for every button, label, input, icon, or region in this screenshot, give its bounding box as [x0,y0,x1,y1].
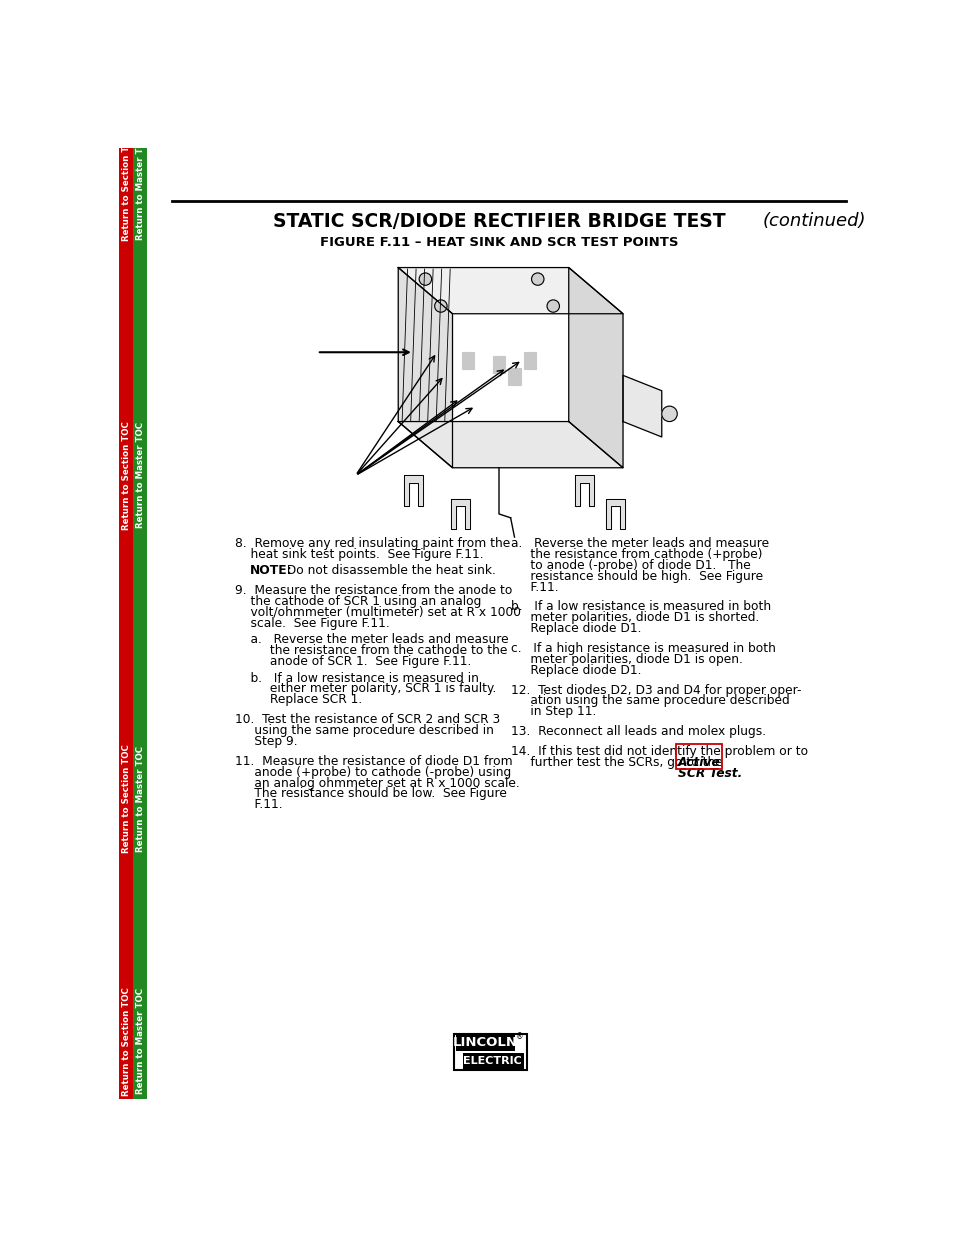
Text: a.   Reverse the meter leads and measure: a. Reverse the meter leads and measure [510,537,768,550]
Text: Return to Section TOC: Return to Section TOC [122,421,131,530]
Text: Replace diode D1.: Replace diode D1. [510,664,640,677]
Text: meter polarities, diode D1 is shorted.: meter polarities, diode D1 is shorted. [510,611,759,625]
Bar [454,1035,526,1070]
Circle shape [546,300,558,312]
Text: Return to Master TOC: Return to Master TOC [135,133,145,240]
Text: a.   Reverse the meter leads and measure: a. Reverse the meter leads and measure [235,634,509,646]
Polygon shape [568,268,622,468]
Text: ®: ® [516,1032,523,1041]
Circle shape [661,406,677,421]
Bar [461,352,474,369]
Text: F.11.: F.11. [510,580,558,594]
Text: the cathode of SCR 1 using an analog: the cathode of SCR 1 using an analog [235,595,481,608]
Text: 11.  Measure the resistance of diode D1 from: 11. Measure the resistance of diode D1 f… [235,755,513,768]
Text: 13.  Reconnect all leads and molex plugs.: 13. Reconnect all leads and molex plugs. [510,725,765,739]
Circle shape [531,273,543,285]
Text: Return to Section TOC: Return to Section TOC [122,132,131,241]
Bar [462,1053,524,1070]
Text: 14.  If this test did not identify the problem or to: 14. If this test did not identify the pr… [510,745,807,758]
Text: b.   If a low resistance is measured in both: b. If a low resistance is measured in bo… [510,600,770,614]
Polygon shape [397,421,622,468]
Text: 8.  Remove any red insulating paint from the: 8. Remove any red insulating paint from … [235,537,510,550]
Text: STATIC SCR/DIODE RECTIFIER BRIDGE TEST: STATIC SCR/DIODE RECTIFIER BRIDGE TEST [273,212,724,231]
Text: ELECTRIC: ELECTRIC [462,1056,521,1066]
Text: the resistance from cathode (+probe): the resistance from cathode (+probe) [510,548,761,561]
Bar [133,148,147,1099]
Text: LINCOLN: LINCOLN [453,1036,517,1049]
Polygon shape [404,475,422,506]
Text: Return to Master TOC: Return to Master TOC [135,422,145,529]
Text: meter polarities, diode D1 is open.: meter polarities, diode D1 is open. [510,653,741,666]
Text: c.   If a high resistance is measured in both: c. If a high resistance is measured in b… [510,642,775,655]
Polygon shape [397,268,452,468]
Bar [456,1035,515,1051]
Text: 12.  Test diodes D2, D3 and D4 for proper oper-: 12. Test diodes D2, D3 and D4 for proper… [510,683,801,697]
Text: in Step 11.: in Step 11. [510,705,596,719]
Text: Active: Active [678,756,720,768]
Text: NOTE:: NOTE: [249,564,292,578]
Bar [493,356,505,373]
Text: F.11.: F.11. [235,798,283,811]
Text: FIGURE F.11 – HEAT SINK AND SCR TEST POINTS: FIGURE F.11 – HEAT SINK AND SCR TEST POI… [319,236,678,248]
Text: 10.  Test the resistance of SCR 2 and SCR 3: 10. Test the resistance of SCR 2 and SCR… [235,713,500,726]
Text: heat sink test points.  See Figure F.11.: heat sink test points. See Figure F.11. [235,548,483,561]
Polygon shape [622,375,661,437]
Text: b.   If a low resistance is measured in: b. If a low resistance is measured in [235,672,478,684]
Text: further test the SCRs, go to the: further test the SCRs, go to the [510,756,725,768]
Text: using the same procedure described in: using the same procedure described in [235,724,494,737]
Text: (continued): (continued) [761,212,865,231]
Text: SCR Test.: SCR Test. [678,767,741,779]
Circle shape [418,273,431,285]
Text: Step 9.: Step 9. [235,735,297,748]
Text: Replace SCR 1.: Replace SCR 1. [235,693,362,706]
Text: the resistance from the cathode to the: the resistance from the cathode to the [235,645,507,657]
Text: resistance should be high.  See Figure: resistance should be high. See Figure [510,569,762,583]
Text: Return to Master TOC: Return to Master TOC [135,988,145,1094]
Circle shape [435,300,447,312]
Text: Replace diode D1.: Replace diode D1. [510,622,640,635]
Text: anode of SCR 1.  See Figure F.11.: anode of SCR 1. See Figure F.11. [235,655,472,668]
Text: anode (+probe) to cathode (-probe) using: anode (+probe) to cathode (-probe) using [235,766,511,778]
Text: Return to Master TOC: Return to Master TOC [135,746,145,852]
Text: an analog ohmmeter set at R x 1000 scale.: an analog ohmmeter set at R x 1000 scale… [235,777,519,789]
Bar [523,352,536,369]
Text: The resistance should be low.  See Figure: The resistance should be low. See Figure [235,788,507,800]
Text: Return to Section TOC: Return to Section TOC [122,987,131,1095]
Text: Return to Section TOC: Return to Section TOC [122,745,131,853]
Text: ation using the same procedure described: ation using the same procedure described [510,694,788,708]
Polygon shape [397,268,622,314]
Text: volt/ohmmeter (multimeter) set at R x 1000: volt/ohmmeter (multimeter) set at R x 10… [235,606,521,619]
Polygon shape [451,499,469,530]
Bar [119,148,133,1099]
Bar [508,368,520,384]
Text: to anode (-probe) of diode D1.   The: to anode (-probe) of diode D1. The [510,559,750,572]
Text: 9.  Measure the resistance from the anode to: 9. Measure the resistance from the anode… [235,584,513,597]
Text: Do not disassemble the heat sink.: Do not disassemble the heat sink. [278,564,496,578]
Text: either meter polarity, SCR 1 is faulty.: either meter polarity, SCR 1 is faulty. [235,683,497,695]
Polygon shape [575,475,593,506]
Text: scale.  See Figure F.11.: scale. See Figure F.11. [235,616,390,630]
Polygon shape [605,499,624,530]
